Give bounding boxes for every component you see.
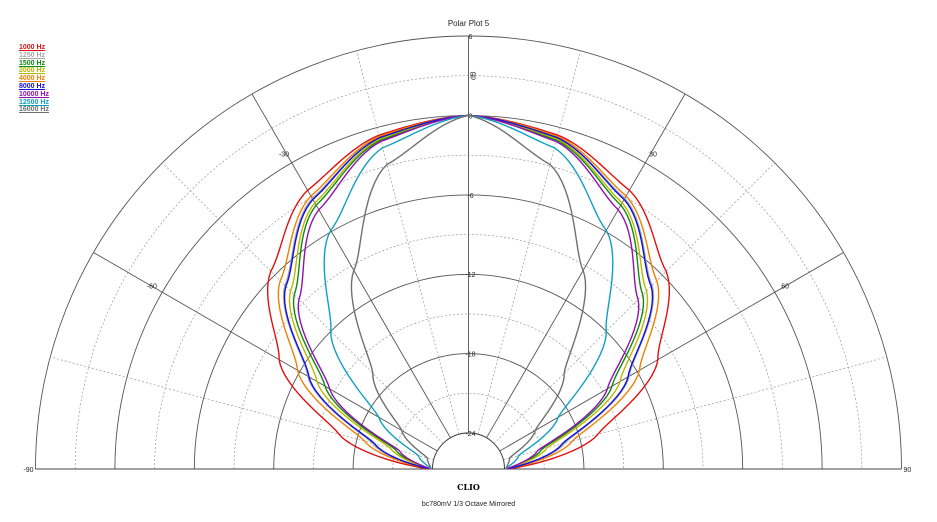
legend-item: 4000 Hz [19, 75, 46, 83]
angle-tick-label: -30 [279, 151, 289, 158]
legend-item: 16000 Hz [19, 106, 49, 114]
series-curve-8 [350, 114, 587, 470]
grid-spoke-major [486, 93, 686, 439]
grid-spoke-major [251, 93, 451, 439]
radial-tick-label: -24 [465, 431, 475, 438]
angle-tick-label: 90 [904, 467, 912, 474]
legend-item: 1250 Hz [19, 51, 46, 59]
chart-subtitle: bc780mV 1/3 Octave Mirrored [421, 501, 516, 508]
radial-tick-label: 6 [469, 34, 473, 41]
legend: 1000 Hz 1250 Hz 1500 Hz 2000 Hz 4000 Hz 8000 … [19, 44, 49, 114]
legend-item: 8000 Hz [19, 82, 46, 90]
grid-spoke-major [499, 252, 844, 452]
grid-spoke-minor [356, 50, 460, 435]
radial-tick-label: -6 [467, 193, 473, 200]
grid-spoke-major [93, 252, 438, 452]
angle-tick-label: 30 [649, 151, 657, 158]
angle-tick-label: -60 [147, 284, 157, 291]
legend-item: 10000 Hz [19, 90, 49, 98]
radial-tick-label: 0 [469, 113, 473, 120]
legend-item: 1500 Hz [19, 59, 46, 67]
radial-unit-label: dB [471, 71, 478, 80]
angle-tick-label: -90 [23, 467, 33, 474]
legend-item: 12500 Hz [19, 98, 49, 106]
radial-tick-label: -18 [465, 352, 475, 359]
grid-spoke-minor [503, 356, 887, 460]
radial-tick-label: -12 [465, 272, 475, 279]
legend-item: 2000 Hz [19, 67, 46, 75]
chart-title: Polar Plot 5 [447, 19, 490, 28]
angle-tick-label: 60 [781, 284, 789, 291]
legend-item: 1000 Hz [19, 44, 46, 51]
grid-spoke-minor [493, 162, 775, 444]
brand-label: CLIO [457, 482, 480, 492]
center-hub [432, 432, 505, 470]
